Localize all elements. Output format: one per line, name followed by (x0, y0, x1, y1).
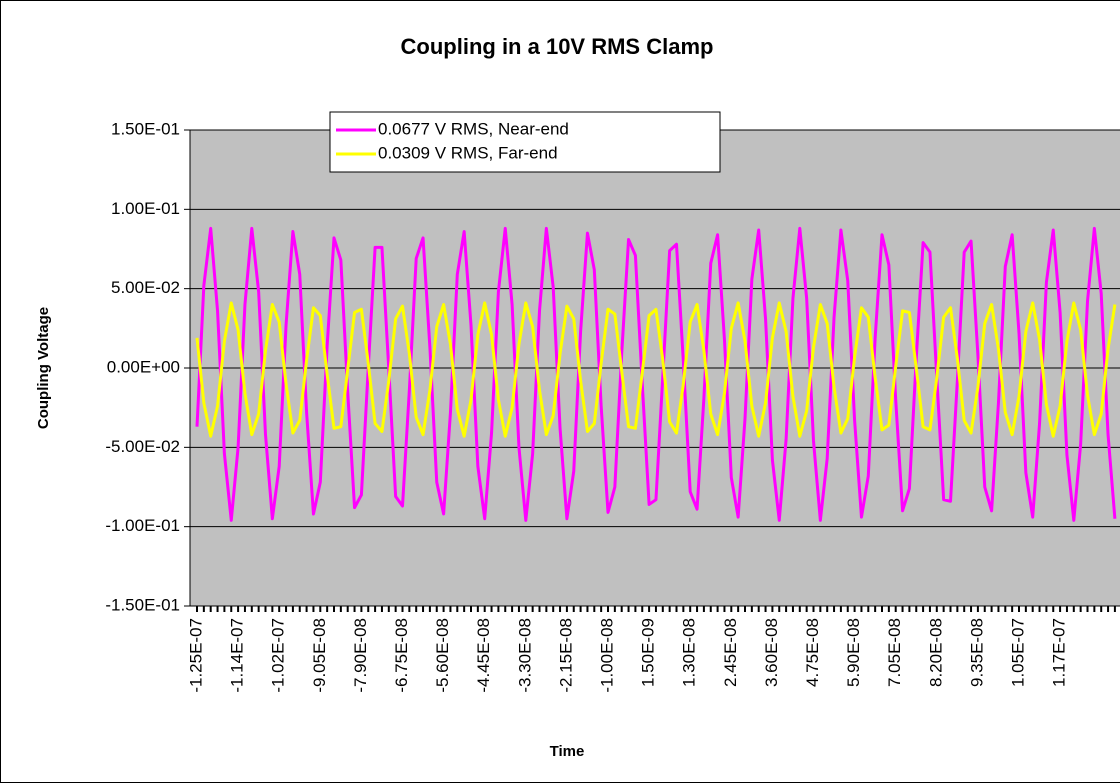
x-tick-label: 1.17E-07 (1050, 618, 1069, 687)
x-tick-label: -3.30E-08 (515, 618, 534, 693)
legend: 0.0677 V RMS, Near-end 0.0309 V RMS, Far-… (329, 111, 721, 173)
x-tick-label: 9.35E-08 (967, 618, 986, 687)
series-line (195, 301, 1117, 438)
x-tick-label: -7.90E-08 (351, 618, 370, 693)
x-tick-label: 4.75E-08 (803, 618, 822, 687)
x-tick-label: -4.45E-08 (474, 618, 493, 693)
x-tick-label: 1.05E-07 (1008, 618, 1027, 687)
legend-label: 0.0677 V RMS, Near-end (378, 119, 569, 138)
legend-label: 0.0309 V RMS, Far-end (378, 143, 558, 162)
x-tick-label: 1.30E-08 (680, 618, 699, 687)
y-tick-label: 1.50E-01 (111, 119, 180, 138)
plot-area (190, 129, 1120, 607)
series-line (195, 226, 1117, 522)
x-tick-label: -1.00E-08 (597, 618, 616, 693)
x-tick-label: -1.02E-07 (269, 618, 288, 693)
y-tick-label: 1.00E-01 (111, 199, 180, 218)
x-tick-label: -2.15E-08 (556, 618, 575, 693)
y-tick-label: -1.00E-01 (105, 516, 180, 535)
x-axis-label: Time (550, 743, 585, 760)
y-tick-label: -5.00E-02 (105, 437, 180, 456)
y-axis-label: Coupling Voltage (35, 307, 52, 429)
x-tick-label: -1.14E-07 (228, 618, 247, 693)
x-tick-label: 5.90E-08 (844, 618, 863, 687)
x-tick-label: -9.05E-08 (310, 618, 329, 693)
x-tick-label: 8.20E-08 (926, 618, 945, 687)
legend-box (329, 111, 721, 173)
y-tick-label: -1.50E-01 (105, 595, 180, 614)
x-tick-label: 1.50E-09 (639, 618, 658, 687)
x-tick-label: -5.60E-08 (433, 618, 452, 693)
x-tick-label: 3.60E-08 (762, 618, 781, 687)
x-tick-label: 2.45E-08 (721, 618, 740, 687)
x-tick-label: -6.75E-08 (392, 618, 411, 693)
y-tick-label: 5.00E-02 (111, 278, 180, 297)
x-tick-label: 7.05E-08 (885, 618, 904, 687)
x-tick-label: -1.25E-07 (186, 618, 205, 693)
chart-title: Coupling in a 10V RMS Clamp (401, 34, 714, 59)
axes: -1.50E-01 -1.00E-01 -5.00E-02 0.00E+00 5.00E… (105, 119, 1120, 693)
y-tick-label: 0.00E+00 (107, 357, 180, 376)
